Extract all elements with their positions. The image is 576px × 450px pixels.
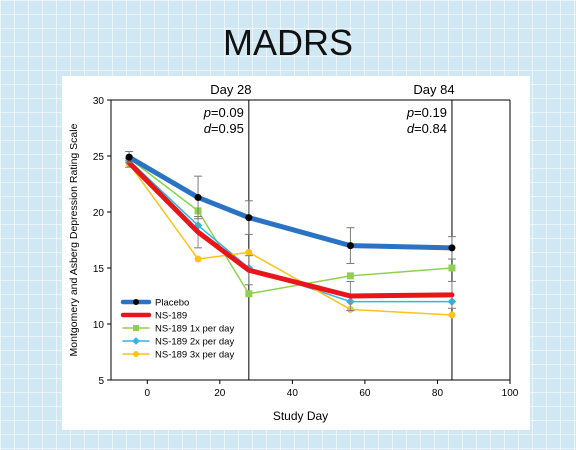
series-line-placebo	[126, 154, 455, 251]
p-value-day-28: p=0.09	[203, 105, 244, 120]
data-point-ns-189-3x-per-day	[448, 311, 456, 319]
legend-marker-ns-189-1x-per-day	[133, 325, 139, 331]
madrs-line-chart: 5 10 15 20 25 30 0 20 40 60 80 100 Study Day Montgome…	[68, 82, 519, 423]
legend-label-ns-189-2x-per-day: NS-189 2x per day	[155, 337, 234, 348]
series-line-ns-189	[126, 160, 455, 299]
data-point-placebo	[194, 193, 202, 201]
legend-marker-ns-189-2x-per-day	[132, 337, 140, 345]
slide-title: MADRS	[222, 22, 353, 63]
d-value-day-28: d=0.95	[204, 121, 244, 136]
legend-label-ns-189: NS-189	[155, 311, 187, 322]
y-tick-label: 15	[93, 264, 105, 275]
x-tick-label: 60	[359, 388, 371, 399]
x-axis-label: Study Day	[273, 409, 328, 423]
y-tick-label: 10	[93, 320, 105, 331]
legend-label-ns-189-1x-per-day: NS-189 1x per day	[155, 324, 234, 335]
legend: Placebo NS-189 NS-189 1x per day NS-189 2x …	[120, 298, 234, 361]
x-tick-label: 100	[502, 388, 519, 399]
legend-marker-placebo	[133, 299, 139, 305]
legend-marker-ns-189-3x-per-day	[133, 351, 139, 357]
data-point-placebo	[245, 214, 253, 222]
d-value-day-84: d=0.84	[407, 121, 447, 136]
data-point-ns-189-3x-per-day	[245, 248, 253, 256]
legend-label-placebo: Placebo	[155, 298, 189, 309]
series-placebo	[125, 151, 456, 265]
y-tick-label: 30	[93, 96, 105, 107]
y-axis-label: Montgomery and Asberg Depression Rating …	[68, 123, 80, 356]
x-tick-label: 20	[214, 388, 226, 399]
y-tick-label: 25	[93, 152, 105, 163]
legend-label-ns-189-3x-per-day: NS-189 3x per day	[155, 350, 234, 361]
data-point-ns-189-1x-per-day	[245, 290, 253, 298]
p-value-day-84: p=0.19	[406, 105, 447, 120]
data-point-placebo	[448, 244, 456, 252]
reference-label-day-28: Day 28	[210, 82, 251, 97]
data-point-ns-189-1x-per-day	[346, 272, 354, 280]
data-point-ns-189-1x-per-day	[448, 264, 456, 272]
y-tick-label: 5	[98, 376, 104, 387]
chart-panel: 5 10 15 20 25 30 0 20 40 60 80 100 Study Day Montgome…	[62, 76, 530, 430]
y-tick-label: 20	[93, 208, 105, 219]
data-point-placebo	[346, 242, 354, 250]
x-tick-label: 80	[432, 388, 444, 399]
x-tick-label: 40	[287, 388, 299, 399]
series-line-ns-189-1x-per-day	[128, 157, 453, 295]
x-tick-label: 0	[144, 388, 150, 399]
data-point-placebo	[125, 153, 133, 161]
reference-label-day-84: Day 84	[413, 82, 454, 97]
data-point-ns-189-3x-per-day	[194, 255, 202, 263]
